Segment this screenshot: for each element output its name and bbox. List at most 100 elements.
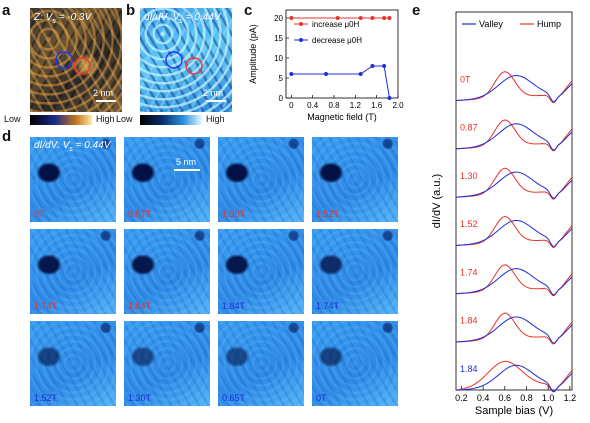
data-point [289, 72, 294, 76]
legend-marker [299, 38, 303, 42]
didv-map-tile: 1.74T [312, 229, 398, 314]
data-point [358, 72, 363, 76]
x-tick-label: 1.2 [564, 393, 577, 403]
field-label: 0T [316, 393, 327, 403]
field-label: 0.87T [128, 209, 152, 219]
x-tick-label: 1.0 [542, 393, 555, 403]
x-tick-label: 0.2 [455, 393, 468, 403]
data-point [370, 16, 375, 20]
field-label: 1.52T [316, 209, 340, 219]
legend-label: Hump [537, 19, 561, 29]
data-point [358, 16, 363, 20]
didv-map-tile: 1.84T [218, 229, 304, 314]
field-label: 1.52 [460, 219, 478, 229]
plot-frame [285, 9, 399, 99]
hump-spectrum [455, 360, 573, 393]
x-tick-label: 0.4 [477, 393, 490, 403]
field-label: 1.74 [460, 267, 478, 277]
data-point [335, 16, 340, 20]
x-tick-label: 2.0 [392, 101, 404, 110]
didv-map-tile: 1.52T [30, 321, 116, 406]
data-point [387, 96, 392, 100]
panel-label-d: d [2, 128, 12, 145]
panel-label-c: c [244, 2, 253, 19]
field-label: 0.65T [222, 393, 246, 403]
valley-marker-circle [55, 51, 73, 69]
legend-label: decrease μ0H [312, 36, 362, 45]
colorbar-high-label: High [96, 114, 115, 124]
panel-label-e: e [412, 2, 421, 19]
hump-spectrum [455, 119, 573, 152]
scale-bar [206, 100, 226, 102]
field-label: 0.87 [460, 123, 478, 133]
data-point [382, 16, 387, 20]
legend-label: Valley [479, 19, 503, 29]
x-tick-label: 0.6 [499, 393, 512, 403]
field-label: 1.84T [128, 301, 152, 311]
x-axis-label: Magnetic field (T) [307, 112, 377, 122]
x-tick-label: 0.8 [328, 101, 340, 110]
scale-bar-label: 5 nm [176, 157, 197, 167]
field-label: 1.84T [222, 301, 246, 311]
scale-bar [174, 169, 200, 171]
valley-spectrum [455, 171, 573, 199]
valley-spectrum [455, 316, 573, 344]
y-tick-label: 15 [274, 34, 283, 43]
marker-circles-b [165, 51, 203, 75]
hump-marker-circle [185, 57, 203, 75]
valley-spectrum [455, 364, 573, 392]
y-tick-label: 10 [274, 54, 283, 63]
didv-map-tile: 1.52T [312, 137, 398, 222]
field-label: 1.84 [460, 364, 478, 374]
didv-map-tile: 1.74T [30, 229, 116, 314]
y-tick-label: 20 [274, 14, 283, 23]
x-tick-label: 1.2 [350, 101, 362, 110]
valley-spectrum [455, 268, 573, 296]
field-label: 1.30 [460, 171, 478, 181]
x-axis-label: Sample bias (V) [475, 405, 553, 417]
colorbar-low-label: Low [116, 114, 133, 124]
panel-b-title: dI/dV: Vs = 0.44V [144, 12, 221, 25]
valley-spectrum [455, 219, 573, 247]
legend-marker [299, 22, 303, 26]
colorbar-a [30, 115, 92, 125]
hump-spectrum [455, 264, 573, 297]
colorbar-low-label: Low [4, 114, 21, 124]
legend-label: increase μ0H [312, 20, 360, 29]
hump-marker-circle [73, 57, 91, 75]
scale-bar-label: 2 nm [203, 88, 224, 98]
y-axis-label: Amplitude (pA) [248, 24, 258, 84]
didv-map-tile: 0T dI/dV: Vs = 0.44V [30, 137, 116, 222]
topography-image: Z: Vs = -0.3V 2 nm [30, 8, 122, 112]
marker-circles [55, 51, 91, 75]
data-point [370, 64, 375, 68]
field-label: 1.30T [222, 209, 246, 219]
hump-spectrum [455, 216, 573, 248]
valley-spectrum [455, 123, 573, 151]
didv-map-tile: 1.84T [124, 229, 210, 314]
panel-d-title: dI/dV: Vs = 0.44V [34, 140, 111, 153]
valley-marker-circle [165, 51, 183, 69]
x-tick-label: 1.6 [371, 101, 383, 110]
y-axis-label: dI/dV (a.u.) [431, 174, 443, 228]
amplitude-vs-field-chart: 0 0.4 0.8 1.2 1.6 2.0 0 5 10 15 20 Magnetic field (… [248, 9, 404, 122]
field-label: 1.52T [34, 393, 58, 403]
y-tick-label: 0 [279, 94, 284, 103]
panel-label-a: a [2, 2, 11, 19]
scale-bar [96, 100, 116, 102]
field-label: 1.84 [460, 316, 478, 326]
didv-spectra-chart: 0.2 0.4 0.6 0.8 1.0 1.2 Sample bias (V) dI/dV (… [431, 11, 577, 417]
colorbar-b [140, 115, 202, 125]
scale-bar-label: 2 nm [93, 88, 114, 98]
field-label: 1.74T [316, 301, 340, 311]
didv-map-tile: 1.30T [124, 321, 210, 406]
field-label: 0T [34, 209, 45, 219]
panel-label-b: b [126, 2, 136, 19]
field-label: 1.30T [128, 393, 152, 403]
didv-map-tile: 1.30T [218, 137, 304, 222]
valley-spectrum [455, 75, 573, 103]
series-line [291, 65, 390, 99]
hump-spectrum [455, 312, 573, 345]
plot-frame [455, 11, 573, 391]
field-label: 0T [460, 74, 471, 84]
